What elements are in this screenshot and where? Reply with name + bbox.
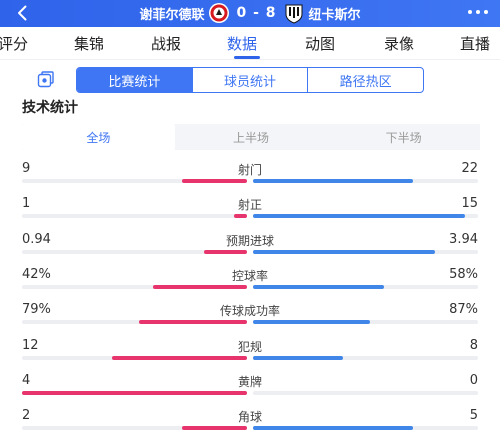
away-stat-track [253, 214, 478, 219]
home-stat-bar [112, 355, 247, 360]
away-stat-track [253, 426, 478, 431]
stat-name: 黄牌 [237, 374, 262, 389]
home-stat-track [22, 214, 247, 219]
home-stat-track [22, 426, 247, 431]
stats-segmented-control: 比赛统计 球员统计 路径热区 [76, 67, 424, 93]
tab-report[interactable]: 战报 [151, 35, 182, 53]
period-tab-full[interactable]: 全场 [22, 124, 175, 150]
away-team-name[interactable]: 纽卡斯尔 [308, 7, 361, 23]
home-stat-value: 12 [22, 337, 39, 353]
stat-row: 79% 传球成功率 87% [0, 291, 500, 327]
stat-row: 42% 控球率 58% [0, 256, 500, 292]
away-stat-value: 15 [461, 196, 478, 212]
stat-name: 预期进球 [225, 233, 274, 248]
away-stat-bar [253, 214, 465, 219]
period-tab-second-half[interactable]: 下半场 [385, 130, 422, 145]
home-stat-value: 42% [22, 266, 51, 282]
home-stat-bar [233, 214, 247, 219]
home-team-name[interactable]: 谢菲尔德联 [139, 7, 205, 23]
tab-live[interactable]: 直播 [460, 35, 491, 53]
tab-animations[interactable]: 动图 [305, 35, 336, 53]
sheffield-united-crest-icon[interactable] [208, 2, 230, 24]
away-stat-track [253, 390, 478, 395]
stat-name: 传球成功率 [219, 304, 280, 319]
away-stat-value: 22 [461, 161, 478, 176]
home-stat-bar [181, 426, 247, 431]
stat-name: 射正 [237, 198, 262, 213]
stat-row: 12 犯规 8 [0, 327, 500, 363]
stat-row: 1 射正 15 [0, 185, 500, 221]
home-stat-track [22, 390, 247, 395]
home-stat-bar [139, 320, 247, 325]
home-stat-track [22, 320, 247, 325]
seg-match-stats[interactable]: 比赛统计 [77, 68, 193, 92]
away-stat-bar [253, 355, 343, 360]
stat-name: 角球 [237, 410, 262, 425]
away-stat-track [253, 249, 478, 254]
home-stat-track [22, 179, 247, 183]
home-stat-value: 79% [22, 302, 51, 318]
home-stat-value: 9 [22, 161, 31, 176]
away-stat-value: 8 [469, 337, 478, 353]
away-stat-track [253, 284, 478, 289]
back-icon[interactable] [14, 4, 32, 22]
stat-name: 射门 [237, 163, 262, 177]
away-stat-bar [253, 284, 384, 289]
home-stat-value: 1 [22, 196, 31, 212]
away-stat-track [253, 355, 478, 360]
home-stat-bar [204, 249, 247, 254]
more-options-icon[interactable] [468, 10, 488, 14]
period-tabs: 全场 上半场 下半场 [22, 124, 480, 150]
home-stat-value: 0.94 [22, 231, 51, 247]
away-stat-value: 87% [449, 302, 478, 318]
away-stat-bar [253, 426, 413, 431]
match-title: 谢菲尔德联 0 - 8 纽卡斯尔 [0, 2, 500, 24]
main-tabs: 评分 集锦 战报 数据 动图 录像 直播 [0, 27, 500, 60]
home-stat-track [22, 355, 247, 360]
active-tab-indicator [234, 56, 260, 59]
tab-replay[interactable]: 录像 [384, 35, 415, 53]
stat-row: 0.94 预期进球 3.94 [0, 221, 500, 257]
stat-row: 2 角球 5 [0, 397, 500, 433]
home-stat-bar [181, 179, 247, 183]
stat-row: 4 黄牌 0 [0, 362, 500, 398]
away-stat-bar [253, 179, 413, 183]
tab-highlights[interactable]: 集锦 [74, 35, 105, 53]
home-stat-track [22, 249, 247, 254]
tab-ratings[interactable]: 评分 [0, 35, 29, 53]
away-stat-value: 5 [469, 408, 478, 424]
away-stat-track [253, 179, 478, 183]
ball-copy-icon[interactable] [36, 70, 56, 90]
match-score: 0 - 8 [236, 5, 277, 21]
away-stat-value: 3.94 [449, 231, 478, 247]
away-stat-track [253, 320, 478, 325]
seg-heatmap[interactable]: 路径热区 [339, 74, 392, 90]
away-stat-value: 58% [449, 266, 478, 282]
tab-stats[interactable]: 数据 [227, 35, 258, 53]
home-stat-track [22, 284, 247, 289]
away-stat-bar [253, 320, 370, 325]
period-tab-first-half[interactable]: 上半场 [233, 130, 270, 145]
away-stat-value: 0 [469, 372, 478, 388]
stat-name: 犯规 [237, 339, 262, 354]
stats-type-bar: 比赛统计 球员统计 路径热区 [0, 60, 500, 97]
away-stat-bar [253, 249, 436, 254]
home-stat-value: 4 [22, 372, 31, 388]
seg-player-stats[interactable]: 球员统计 [193, 68, 309, 92]
stat-row: 9 射门 22 [0, 150, 500, 186]
newcastle-crest-icon[interactable] [283, 2, 305, 24]
home-stat-bar [152, 284, 247, 289]
section-title: 技术统计 [22, 100, 78, 116]
home-stat-bar [22, 390, 247, 395]
home-stat-value: 2 [22, 408, 31, 424]
match-header: 谢菲尔德联 0 - 8 纽卡斯尔 [0, 0, 500, 27]
stat-name: 控球率 [231, 268, 268, 283]
